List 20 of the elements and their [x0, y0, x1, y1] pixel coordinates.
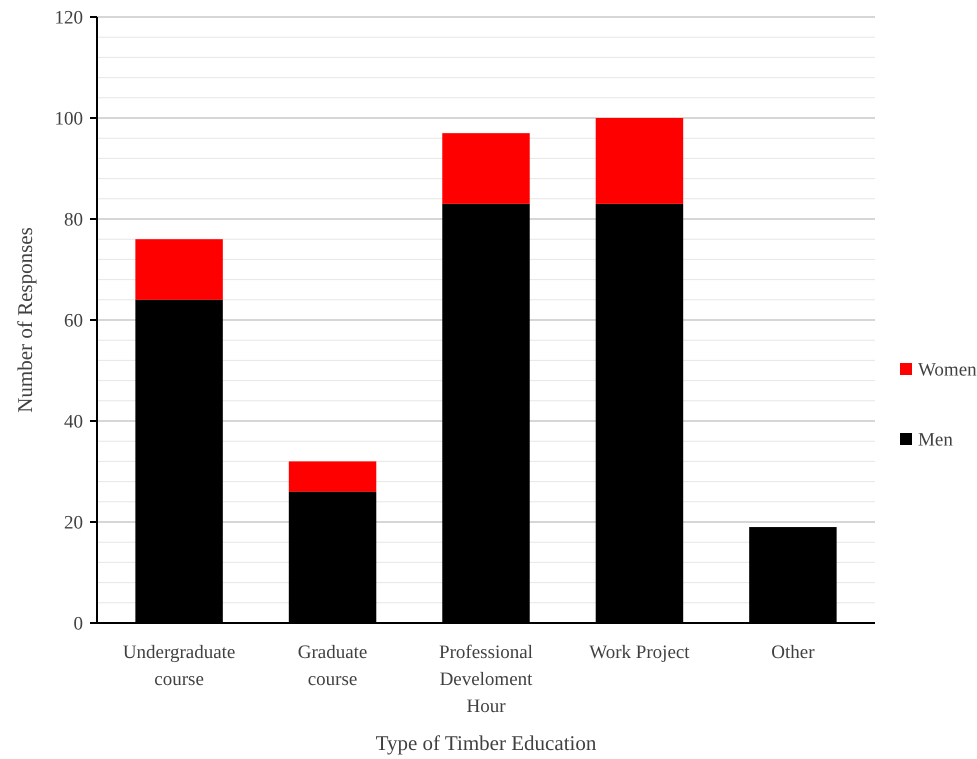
- x-tick-label: Graduate course: [298, 642, 368, 690]
- x-tick-label: Professional Develoment Hour: [439, 642, 534, 717]
- x-tick-label: Work Project: [589, 642, 690, 663]
- bar: [288, 461, 376, 492]
- legend-label: Women: [918, 360, 977, 381]
- x-axis-title: Type of Timber Education: [376, 731, 597, 755]
- legend-label: Men: [918, 430, 954, 451]
- y-tick-label: 100: [54, 108, 83, 130]
- y-tick-label: 120: [54, 8, 83, 29]
- y-tick-label: 80: [64, 210, 83, 231]
- y-tick-label: 20: [64, 512, 83, 534]
- y-tick-label: 60: [64, 310, 83, 332]
- bar: [596, 118, 684, 204]
- y-tick-label: 0: [74, 614, 83, 635]
- x-tick-label: Other: [771, 642, 816, 663]
- y-axis-title: Number of Responses: [13, 227, 37, 413]
- y-tick-label: 40: [64, 412, 83, 433]
- bar: [442, 133, 530, 204]
- bar: [135, 239, 223, 300]
- x-tick-label: Undergraduate course: [122, 642, 236, 690]
